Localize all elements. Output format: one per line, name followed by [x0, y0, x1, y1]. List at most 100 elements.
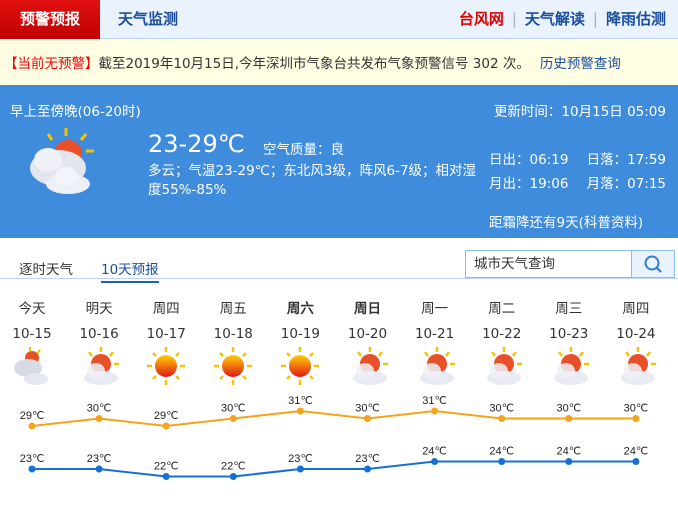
forecast-day: 周一 10-21: [405, 297, 465, 390]
low-temp-label: 24℃: [624, 446, 649, 458]
high-temp-point: [296, 407, 304, 415]
high-temp-label: 30℃: [221, 403, 246, 415]
sunrise: 日出：06:19: [489, 152, 569, 168]
current-weather-panel: 早上至傍晚(06-20时) 更新时间：10月15日 05:09 23-29℃ 空…: [0, 88, 678, 238]
period: 早上至傍晚(06-20时): [10, 104, 141, 120]
high-temp-point: [632, 415, 640, 422]
day-name: 周四: [152, 301, 180, 317]
sunny-icon: [281, 347, 320, 385]
day-date: 10-22: [482, 326, 522, 342]
partly-cloudy-icon: [84, 347, 120, 385]
high-temp-point: [565, 415, 573, 422]
top-nav: 预警预报 天气监测 台风网 | 天气解读 | 降雨估测: [0, 0, 678, 39]
cloudy-icon: [14, 347, 48, 385]
day-name: 周四: [622, 301, 650, 317]
high-temp-label: 31℃: [288, 395, 313, 407]
city-search-input[interactable]: 城市天气查询: [465, 250, 632, 278]
high-temp-point: [229, 415, 237, 422]
day-date: 10-24: [616, 326, 656, 342]
day-date: 10-19: [280, 326, 320, 342]
partly-cloudy-icon: [352, 347, 388, 385]
high-temp-point: [431, 407, 439, 415]
forecast-day: 今天 10-15: [2, 297, 62, 390]
low-temp-label: 23℃: [288, 453, 313, 465]
high-temp-point: [364, 415, 371, 422]
tab-warning-forecast[interactable]: 预警预报: [0, 0, 100, 39]
day-date: 10-15: [12, 326, 52, 342]
day-date: 10-16: [79, 326, 119, 342]
high-temp-label: 30℃: [87, 403, 112, 415]
low-temp-label: 22℃: [221, 461, 246, 473]
day-date: 10-18: [213, 326, 253, 342]
warning-status: 【当前无预警】: [4, 56, 99, 72]
sunny-icon: [214, 347, 253, 385]
low-temp-point: [632, 458, 640, 465]
high-temp-label: 30℃: [355, 403, 380, 415]
frost-countdown-link[interactable]: 距霜降还有9天(科普资料): [489, 215, 644, 231]
high-temp-point: [95, 415, 103, 422]
day-date: 10-17: [146, 326, 186, 342]
tab-weather-monitor[interactable]: 天气监测: [118, 10, 179, 28]
divider: |: [511, 10, 517, 28]
high-temp-label: 30℃: [489, 403, 514, 415]
temperature-range: 23-29℃: [148, 130, 245, 158]
high-temp-point: [498, 415, 506, 422]
forecast-day: 周六 10-19: [270, 297, 330, 390]
low-temp-point: [162, 473, 170, 480]
link-weather-analysis[interactable]: 天气解读: [524, 10, 585, 28]
low-temp-label: 24℃: [557, 446, 582, 458]
link-rain-estimate[interactable]: 降雨估测: [605, 10, 666, 28]
sunny-icon: [147, 347, 186, 385]
high-temp-label: 31℃: [422, 395, 447, 407]
low-temp-line: [32, 460, 636, 478]
day-name: 周日: [354, 301, 381, 317]
link-typhoon[interactable]: 台风网: [458, 10, 504, 28]
low-temp-point: [364, 465, 371, 473]
forecast-day: 周四 10-17: [136, 297, 196, 390]
day-date: 10-23: [549, 326, 589, 342]
history-warning-link[interactable]: 历史预警查询: [539, 56, 621, 72]
low-temp-point: [229, 473, 237, 480]
high-temp-label: 30℃: [557, 403, 582, 415]
update-time: 更新时间：10月15日 05:09: [493, 104, 666, 120]
day-name: 周二: [488, 301, 516, 317]
air-quality-label: 空气质量：: [263, 142, 331, 158]
high-temp-line: [31, 409, 636, 428]
temperature-chart: 29℃ 30℃ 29℃ 30℃ 31℃ 30℃ 31℃ 30℃ 30℃ 30℃ 23℃ 23℃ 22℃ 2…: [20, 395, 649, 480]
forecast-day: 周二 10-22: [472, 297, 532, 390]
search-icon: [644, 255, 662, 273]
moonrise: 月出：19:06: [489, 176, 569, 192]
low-temp-label: 23℃: [20, 453, 45, 465]
low-temp-label: 22℃: [154, 461, 179, 473]
low-temp-label: 24℃: [489, 446, 514, 458]
low-temp-label: 23℃: [87, 453, 112, 465]
low-temp-point: [431, 458, 439, 465]
tab-hourly[interactable]: 逐时天气: [19, 262, 73, 278]
day-name: 周一: [421, 301, 449, 317]
forecast-day: 明天 10-16: [69, 297, 129, 390]
low-temp-point: [95, 465, 103, 473]
partly-cloudy-icon: [419, 347, 455, 385]
day-name: 周五: [219, 301, 247, 317]
high-temp-point: [28, 422, 36, 430]
day-name: 明天: [85, 301, 113, 317]
forecast-tabs: 逐时天气 10天预报: [0, 240, 678, 283]
search-button[interactable]: [631, 250, 675, 278]
low-temp-point: [498, 458, 506, 465]
day-date: 10-20: [347, 326, 388, 342]
tab-10-day[interactable]: 10天预报: [101, 258, 159, 283]
low-temp-point: [296, 465, 304, 473]
warning-bar: 【当前无预警】截至2019年10月15日,今年深圳市气象台共发布气象预警信号 3…: [0, 39, 678, 88]
divider: |: [592, 10, 598, 28]
low-temp-point: [28, 465, 36, 473]
low-temp-point: [565, 458, 573, 465]
forecast-day: 周三 10-23: [539, 297, 599, 390]
day-name: 周三: [555, 301, 583, 317]
sunset: 日落：17:59: [586, 152, 666, 168]
cloudy-sun-icon: [30, 128, 94, 194]
weather-description: 多云；气温23-29℃；东北风3级，阵风6-7级；相对湿度55%-85%: [148, 163, 477, 198]
low-temp-label: 24℃: [422, 446, 447, 458]
day-name: 今天: [18, 301, 46, 317]
partly-cloudy-icon: [553, 347, 589, 385]
partly-cloudy-icon: [486, 347, 522, 385]
